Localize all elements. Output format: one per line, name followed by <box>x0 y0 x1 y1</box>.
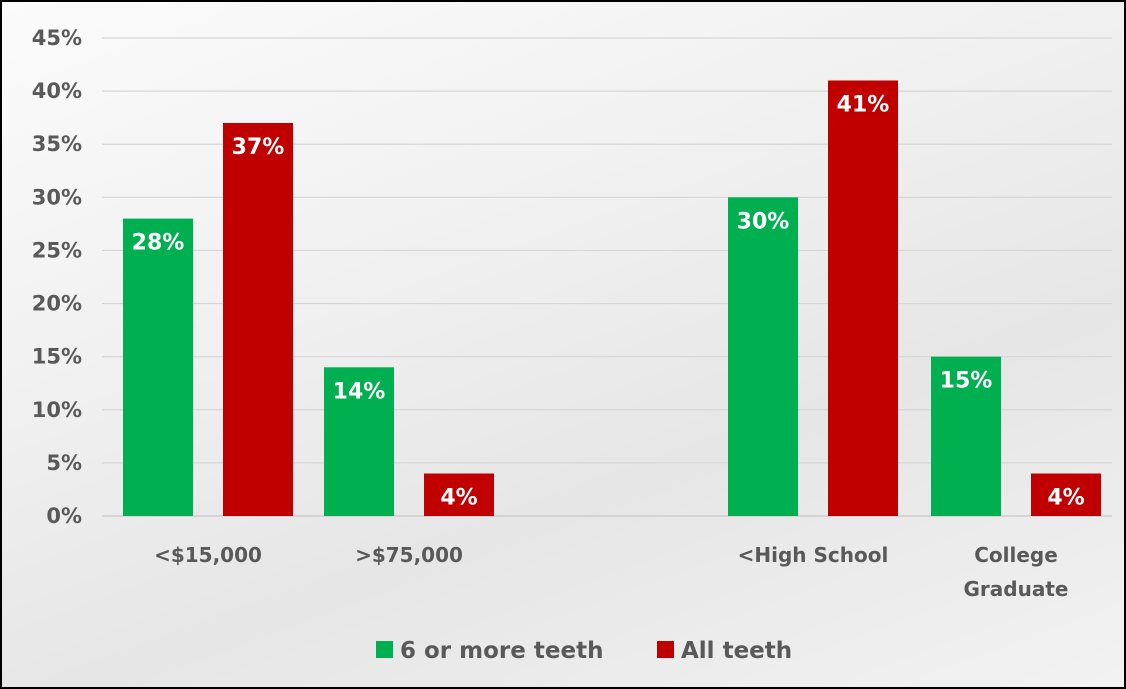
bar <box>223 122 293 516</box>
data-label: 4% <box>1047 486 1084 511</box>
y-tick-label: 35% <box>32 132 82 156</box>
y-tick-label: 5% <box>46 451 82 475</box>
bar <box>931 356 1001 516</box>
x-axis: <$15,000 >$75,000 <High School College Gradu… <box>154 543 1068 601</box>
series-six-or-more-teeth: 28% 14% 30% 15% <box>123 197 1001 517</box>
y-tick-label: 45% <box>32 26 82 50</box>
category-label-line: <$15,000 <box>154 543 262 567</box>
legend-label: All teeth <box>681 638 792 664</box>
y-tick-label: 0% <box>46 504 82 528</box>
category-label-line: <High School <box>738 543 889 567</box>
y-tick-label: 20% <box>32 292 82 316</box>
category-label: >$75,000 <box>355 543 463 567</box>
y-tick-label: 30% <box>32 185 82 209</box>
y-tick-label: 40% <box>32 79 82 103</box>
bar <box>123 218 193 517</box>
series-all-teeth: 37% 4% 41% 4% <box>223 80 1101 516</box>
data-label: 41% <box>837 92 890 117</box>
legend-swatch <box>376 641 393 658</box>
legend: 6 or more teeth All teeth <box>376 638 792 664</box>
category-label-line: Graduate <box>964 577 1069 601</box>
y-tick-label: 10% <box>32 398 82 422</box>
bars: 28% 14% 30% 15% 37% 4% 41% 4% <box>123 80 1101 517</box>
data-label: 15% <box>940 369 993 394</box>
legend-item: 6 or more teeth <box>376 638 603 664</box>
data-label: 30% <box>737 209 790 234</box>
data-label: 4% <box>440 486 477 511</box>
category-label-line: >$75,000 <box>355 543 463 567</box>
bar <box>828 80 898 516</box>
legend-item: All teeth <box>657 638 792 664</box>
y-tick-label: 25% <box>32 238 82 262</box>
category-label: <$15,000 <box>154 543 262 567</box>
legend-swatch <box>657 641 674 658</box>
category-label-line: College <box>974 543 1058 567</box>
y-tick-label: 15% <box>32 345 82 369</box>
data-label: 14% <box>333 379 386 404</box>
bar <box>1031 473 1101 516</box>
bar <box>728 197 798 517</box>
legend-label: 6 or more teeth <box>400 638 603 664</box>
bar <box>424 473 494 516</box>
y-axis: 0% 5% 10% 15% 20% 25% 30% 35% 40% 45% <box>32 26 82 528</box>
bar <box>324 367 394 516</box>
category-label: College Graduate <box>964 543 1069 601</box>
data-label: 28% <box>132 231 185 256</box>
data-label: 37% <box>232 135 285 160</box>
category-label: <High School <box>738 543 889 567</box>
